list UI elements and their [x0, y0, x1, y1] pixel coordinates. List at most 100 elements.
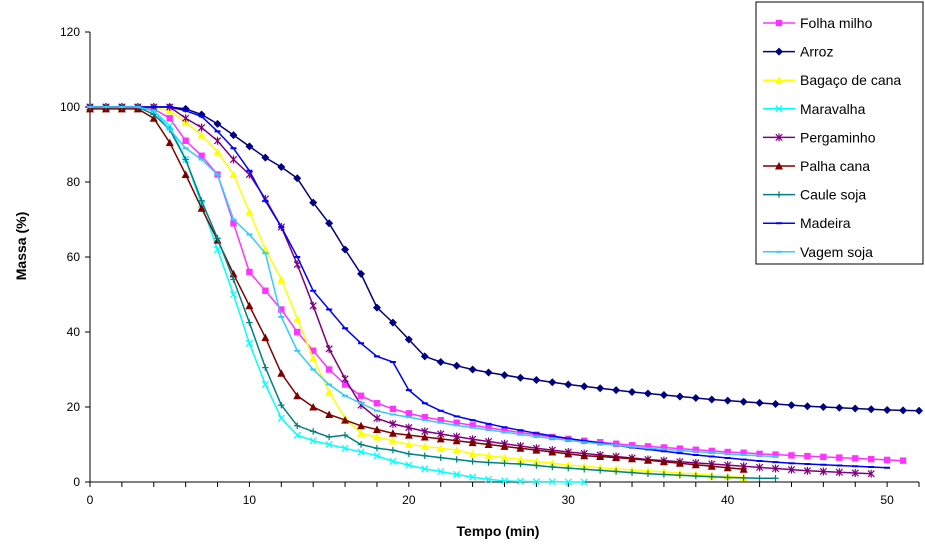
data-point: [262, 364, 269, 371]
data-point: [373, 452, 381, 460]
data-point: [675, 392, 684, 401]
data-point: [675, 459, 684, 467]
data-point: [501, 460, 508, 467]
data-point: [198, 197, 205, 204]
data-point: [261, 380, 269, 389]
data-point: [389, 405, 397, 413]
data-point: [596, 452, 605, 460]
legend-label: Maravalha: [800, 101, 866, 117]
data-point: [548, 378, 557, 387]
data-point: [213, 148, 222, 156]
data-point: [325, 366, 333, 373]
data-point: [485, 459, 492, 466]
data-point: [262, 287, 269, 294]
legend-label: Arroz: [800, 44, 833, 60]
data-point: [404, 440, 413, 448]
data-point: [612, 453, 621, 462]
data-point: [246, 268, 253, 276]
series-line: [90, 108, 744, 471]
legend-swatch-marker: [775, 76, 783, 84]
data-point: [548, 478, 556, 486]
data-point: [692, 472, 700, 480]
data-point: [644, 443, 652, 450]
data-point: [421, 413, 428, 421]
data-point: [149, 114, 158, 122]
data-point: [309, 437, 317, 445]
legend-item: Vagem soja: [763, 244, 873, 260]
series-line: [90, 106, 776, 458]
data-point: [373, 400, 381, 407]
data-point: [659, 391, 668, 399]
legend-item: Folha milho: [763, 15, 873, 31]
data-point: [707, 462, 716, 470]
data-point: [404, 335, 413, 344]
data-point: [198, 152, 205, 159]
data-point: [804, 452, 811, 460]
data-point: [246, 319, 253, 326]
legend-label: Madeira: [800, 215, 851, 231]
x-tick-label: 10: [243, 493, 257, 507]
data-point: [166, 115, 173, 122]
data-point: [309, 428, 317, 435]
data-point: [708, 473, 715, 480]
data-point: [453, 470, 461, 479]
data-point: [150, 111, 157, 118]
data-point: [819, 467, 827, 476]
data-point: [836, 454, 843, 461]
data-point: [867, 455, 875, 463]
data-point: [229, 155, 238, 164]
data-point: [835, 403, 844, 412]
data-point: [373, 445, 381, 452]
y-tick-label: 60: [67, 250, 81, 264]
series-8: [87, 106, 779, 458]
data-point: [182, 137, 189, 144]
data-point: [883, 456, 891, 464]
data-point: [565, 464, 572, 472]
data-point: [564, 380, 573, 389]
data-point: [357, 421, 366, 430]
data-point: [325, 440, 333, 449]
data-point: [676, 445, 684, 452]
data-point: [437, 416, 444, 424]
data-point: [517, 429, 524, 436]
legend-label: Bagaço de cana: [800, 72, 901, 88]
legend-item: Arroz: [763, 44, 833, 60]
data-point: [755, 398, 764, 407]
data-point: [644, 470, 652, 477]
data-point: [452, 436, 461, 445]
data-point: [293, 431, 301, 439]
y-tick-label: 100: [60, 100, 80, 114]
data-point: [484, 475, 493, 483]
data-point: [883, 406, 892, 414]
data-point: [420, 433, 429, 441]
data-point: [405, 461, 413, 469]
y-tick-label: 20: [67, 400, 81, 414]
data-point: [756, 475, 763, 482]
data-point: [293, 174, 302, 183]
data-point: [532, 446, 541, 454]
data-point: [580, 382, 589, 391]
data-point: [229, 290, 238, 299]
data-point: [341, 444, 349, 452]
data-point: [660, 471, 668, 478]
data-point: [404, 431, 413, 439]
data-point: [468, 449, 477, 458]
data-point: [484, 451, 493, 460]
data-point: [309, 301, 317, 310]
data-point: [803, 466, 812, 475]
data-point: [357, 269, 366, 278]
data-point: [755, 463, 764, 472]
data-point: [468, 365, 477, 374]
data-point: [612, 468, 620, 475]
data-point: [309, 198, 318, 207]
data-point: [739, 465, 748, 473]
data-point: [835, 468, 843, 477]
legend-label: Palha cana: [800, 158, 870, 174]
data-point: [325, 388, 334, 396]
data-point: [437, 467, 445, 476]
data-point: [230, 276, 237, 283]
data-point: [643, 466, 652, 475]
data-point: [325, 344, 333, 353]
data-point: [484, 440, 493, 448]
